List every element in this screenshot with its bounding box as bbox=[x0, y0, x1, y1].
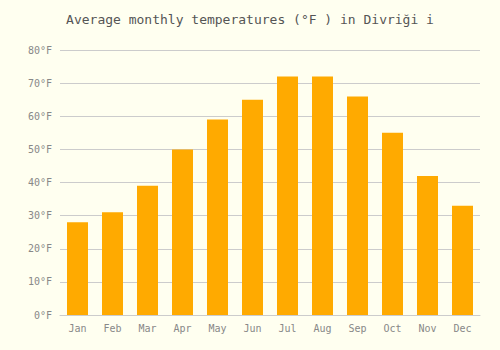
svg-text:May: May bbox=[208, 323, 226, 334]
svg-text:Average monthly temperatures (: Average monthly temperatures (°F ) in Di… bbox=[66, 12, 434, 27]
svg-text:Apr: Apr bbox=[173, 323, 191, 334]
svg-text:70°F: 70°F bbox=[28, 78, 52, 89]
svg-text:10°F: 10°F bbox=[28, 276, 52, 287]
svg-text:80°F: 80°F bbox=[28, 45, 52, 56]
svg-text:50°F: 50°F bbox=[28, 144, 52, 155]
svg-text:20°F: 20°F bbox=[28, 243, 52, 254]
svg-text:Mar: Mar bbox=[138, 323, 156, 334]
svg-text:Jul: Jul bbox=[278, 323, 296, 334]
svg-text:Jun: Jun bbox=[243, 323, 261, 334]
svg-text:Aug: Aug bbox=[313, 323, 331, 334]
svg-text:Dec: Dec bbox=[453, 323, 471, 334]
svg-text:60°F: 60°F bbox=[28, 111, 52, 122]
svg-text:Sep: Sep bbox=[348, 323, 366, 334]
svg-text:Feb: Feb bbox=[103, 323, 121, 334]
svg-text:30°F: 30°F bbox=[28, 210, 52, 221]
svg-text:Jan: Jan bbox=[68, 323, 86, 334]
svg-text:Oct: Oct bbox=[383, 323, 401, 334]
svg-text:0°F: 0°F bbox=[34, 310, 52, 321]
svg-text:40°F: 40°F bbox=[28, 177, 52, 188]
svg-text:Nov: Nov bbox=[418, 323, 436, 334]
